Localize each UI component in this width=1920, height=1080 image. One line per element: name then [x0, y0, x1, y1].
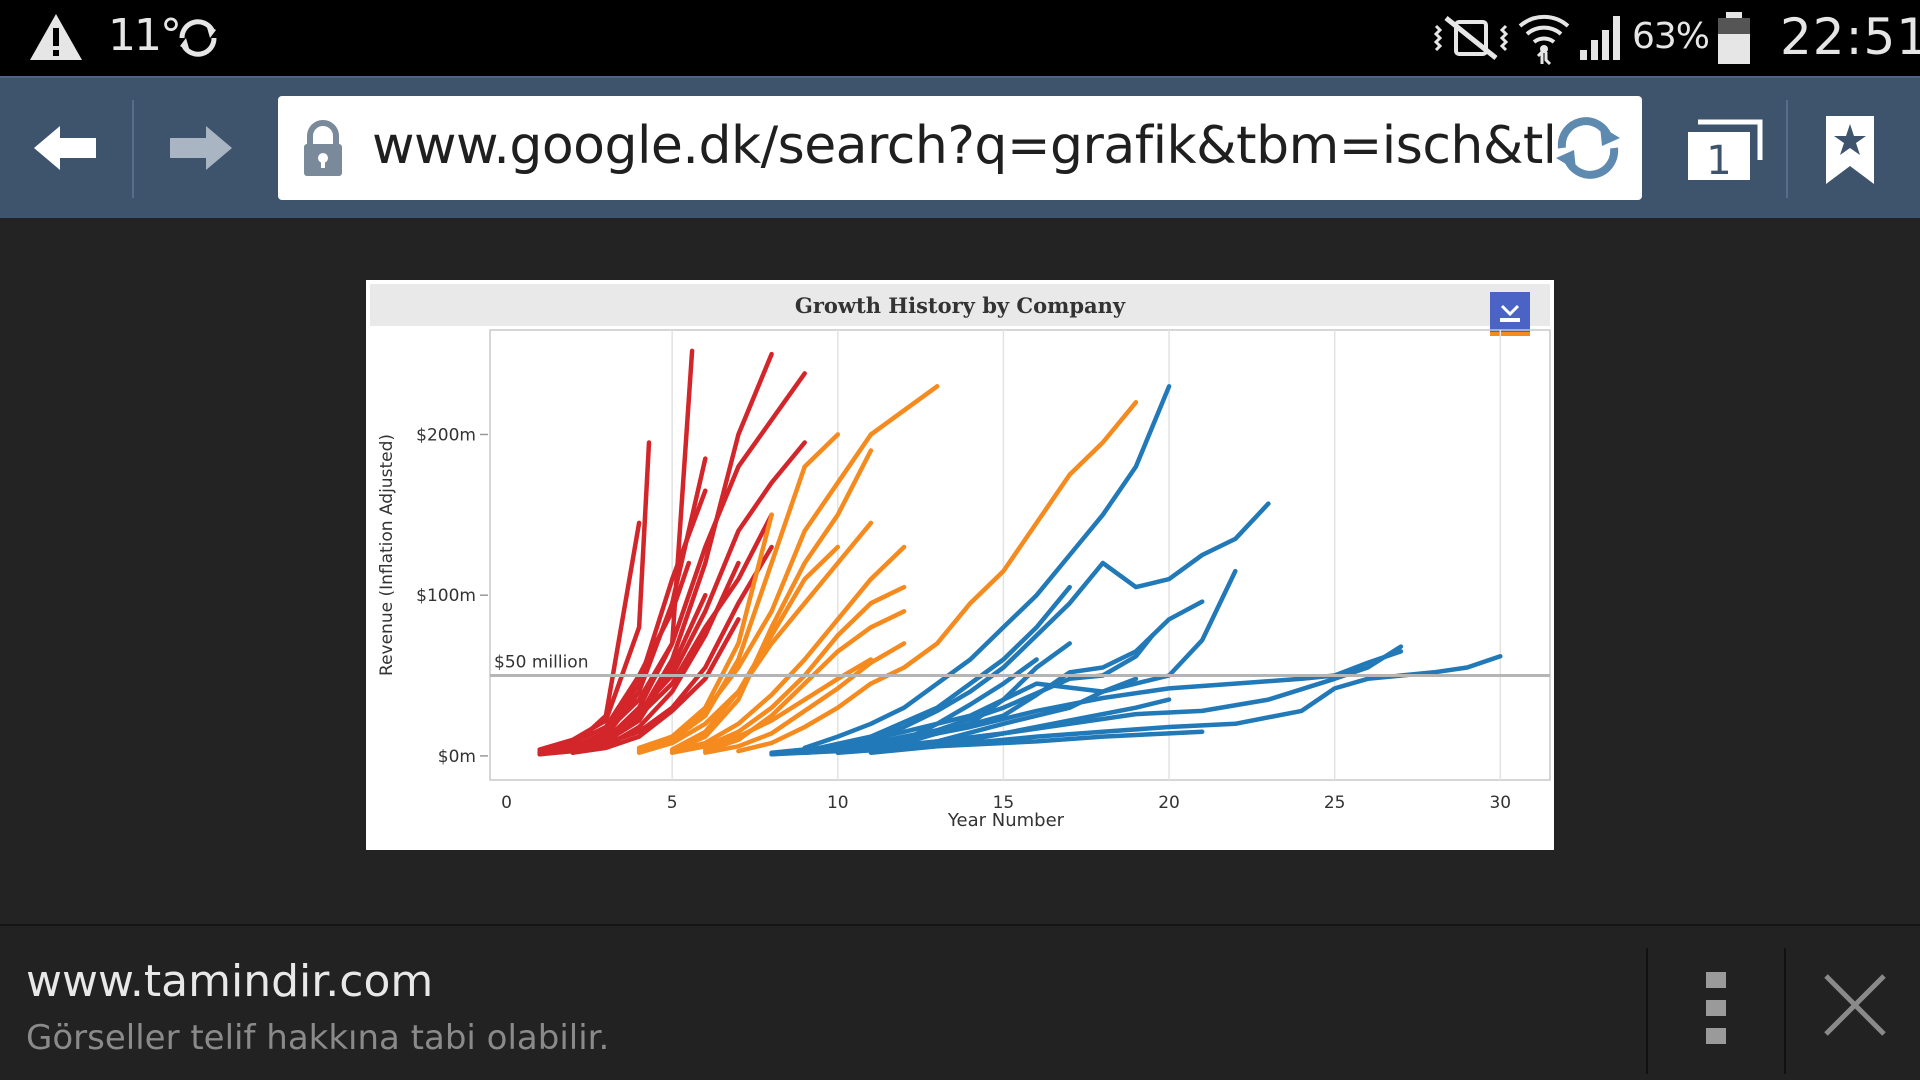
url-text[interactable]: www.google.dk/search?q=grafik&tbm=isch&t… [372, 116, 1552, 176]
x-tick-label: 0 [501, 793, 512, 813]
y-tick-label: $100m [416, 586, 476, 606]
series-line-red [570, 617, 741, 755]
sync-icon [179, 19, 217, 57]
series-line-orange [669, 544, 841, 752]
series-line-blue [769, 568, 1238, 755]
x-tick-label: 25 [1324, 793, 1346, 813]
signal-icon [1580, 16, 1620, 60]
x-tick-label: 5 [667, 793, 678, 813]
toolbar-divider [132, 100, 134, 198]
series-line-orange [636, 384, 940, 752]
series-line-blue [835, 641, 1072, 755]
status-bar: 11° 63% 22:51 [0, 0, 1920, 76]
reference-line-label: $50 million [494, 653, 588, 673]
series-line-blue [868, 676, 1139, 754]
forward-arrow-icon[interactable] [166, 120, 236, 176]
reload-icon[interactable] [1550, 116, 1626, 180]
growth-chart: Growth History by Company $50 million 0 5… [366, 280, 1554, 850]
overflow-menu-icon[interactable] [1702, 968, 1730, 1048]
image-info-bar: www.tamindir.com Görseller telif hakkına… [0, 924, 1920, 1080]
battery-percent: 63% [1632, 16, 1710, 57]
chart-title-bar [370, 284, 1550, 326]
lock-icon [304, 120, 342, 176]
series-line-orange [703, 641, 907, 755]
browser-toolbar: www.google.dk/search?q=grafik&tbm=isch&t… [0, 76, 1920, 218]
close-icon[interactable] [1822, 972, 1888, 1038]
x-tick-label: 15 [993, 793, 1015, 813]
series-line-blue [868, 697, 1172, 755]
plot-frame [489, 329, 1551, 781]
y-tick-label: $0m [438, 747, 476, 767]
series-line-orange [703, 609, 907, 754]
tab-count: 1 [1706, 138, 1731, 184]
series-line-red [570, 488, 708, 752]
url-bar[interactable]: www.google.dk/search?q=grafik&tbm=isch&t… [278, 96, 1642, 200]
image-viewer: Growth History by Company $50 million 0 5… [0, 218, 1920, 924]
chart-image[interactable]: Growth History by Company $50 million 0 5… [366, 280, 1554, 850]
bar-divider [1646, 948, 1648, 1074]
clock: 22:51 [1780, 8, 1920, 66]
series-line-blue [835, 501, 1271, 752]
series-line-blue [835, 657, 1039, 754]
series-line-orange [669, 544, 907, 754]
temperature-text: 11° [108, 10, 182, 61]
series-line-orange [736, 400, 1139, 754]
battery-icon [1718, 12, 1750, 64]
series-line-orange [636, 432, 841, 754]
series-line-blue [802, 384, 1172, 751]
download-icon[interactable] [1490, 292, 1530, 336]
series-line-orange [669, 584, 907, 755]
series-line-orange [669, 448, 874, 754]
x-tick-label: 10 [827, 793, 849, 813]
copyright-notice: Görseller telif hakkına tabi olabilir. [26, 1018, 610, 1058]
y-tick-label: $200m [416, 425, 476, 445]
image-source-link[interactable]: www.tamindir.com [26, 956, 434, 1007]
toolbar-divider [1786, 100, 1788, 198]
bookmark-icon[interactable] [1822, 114, 1878, 188]
x-tick-label: 30 [1489, 793, 1511, 813]
tabs-icon[interactable]: 1 [1682, 108, 1766, 188]
series-line-red [537, 512, 774, 755]
back-arrow-icon[interactable] [30, 120, 100, 176]
bar-divider [1784, 948, 1786, 1074]
warning-icon [30, 14, 82, 60]
y-axis-label: Revenue (Inflation Adjusted) [377, 434, 397, 676]
series-line-blue [802, 584, 1072, 754]
wifi-icon [1518, 14, 1570, 66]
chart-title: Growth History by Company [795, 293, 1126, 318]
mute-icon [1434, 16, 1508, 60]
x-tick-label: 20 [1158, 793, 1180, 813]
series-line-red [537, 440, 652, 752]
x-axis-label: Year Number [947, 810, 1065, 831]
